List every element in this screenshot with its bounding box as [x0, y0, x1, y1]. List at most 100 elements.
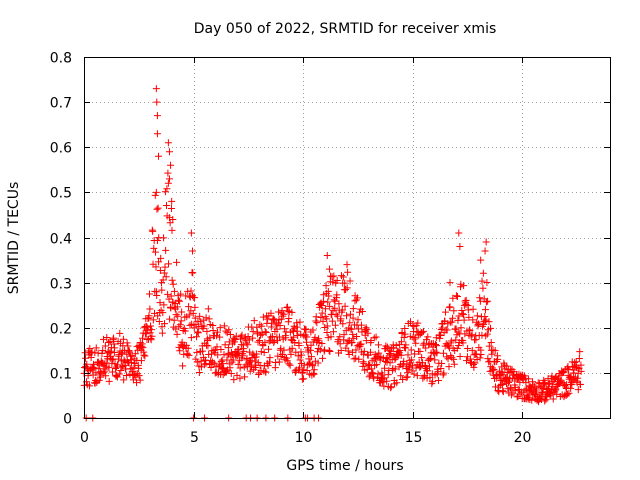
data-point: [213, 343, 221, 351]
data-point: [148, 326, 156, 334]
peak-point: [165, 148, 173, 156]
data-point: [90, 364, 98, 372]
data-point: [131, 360, 139, 368]
data-point: [168, 226, 176, 234]
data-point: [210, 359, 218, 367]
data-point: [425, 341, 433, 349]
data-point: [300, 332, 308, 340]
data-point: [576, 348, 584, 356]
data-point: [454, 316, 462, 324]
data-point: [420, 327, 428, 335]
data-point: [147, 322, 155, 330]
data-point: [204, 305, 212, 313]
data-point: [139, 334, 147, 342]
data-point: [331, 321, 339, 329]
data-point: [476, 297, 484, 305]
data-point: [276, 322, 284, 330]
data-point: [318, 340, 326, 348]
data-point: [286, 361, 294, 369]
data-point: [564, 363, 572, 371]
data-point: [522, 379, 530, 387]
data-point: [173, 303, 181, 311]
data-point: [105, 338, 113, 346]
data-point: [494, 355, 502, 363]
data-point: [94, 358, 102, 366]
data-point: [242, 339, 250, 347]
data-point: [453, 293, 461, 301]
data-point: [307, 353, 315, 361]
data-point: [348, 348, 356, 356]
data-point: [164, 169, 172, 177]
data-point: [232, 332, 240, 340]
x-axis-label: GPS time / hours: [286, 458, 403, 474]
data-point: [478, 331, 486, 339]
data-point: [285, 314, 293, 322]
data-point: [333, 291, 341, 299]
data-point: [181, 327, 189, 335]
data-point: [448, 354, 456, 362]
data-point: [567, 384, 575, 392]
data-point: [122, 372, 130, 380]
data-point: [202, 314, 210, 322]
data-point: [92, 344, 100, 352]
data-point: [280, 310, 288, 318]
data-point: [243, 354, 251, 362]
data-point: [187, 287, 195, 295]
data-point: [274, 337, 282, 345]
data-point: [432, 342, 440, 350]
data-point: [233, 371, 241, 379]
data-point: [404, 351, 412, 359]
data-point: [189, 309, 197, 317]
y-tick-label: 0: [63, 412, 72, 428]
data-point: [356, 308, 364, 316]
data-point: [356, 341, 364, 349]
data-point: [326, 348, 334, 356]
data-point: [491, 347, 499, 355]
data-point: [429, 378, 437, 386]
data-point: [288, 308, 296, 316]
data-point: [406, 318, 414, 326]
data-point: [391, 356, 399, 364]
data-point: [541, 397, 549, 405]
data-point: [455, 341, 463, 349]
data-point: [483, 278, 491, 286]
data-point: [459, 311, 467, 319]
data-point: [443, 353, 451, 361]
data-point: [464, 306, 472, 314]
data-point: [234, 360, 242, 368]
data-point: [370, 374, 378, 382]
data-point: [283, 357, 291, 365]
data-point: [312, 313, 320, 321]
data-point: [220, 322, 228, 330]
data-point: [205, 315, 213, 323]
data-point: [120, 376, 128, 384]
data-point: [464, 345, 472, 353]
data-point: [236, 364, 244, 372]
data-point: [432, 348, 440, 356]
data-point: [536, 394, 544, 402]
data-point: [404, 369, 412, 377]
data-point: [260, 349, 268, 357]
data-point: [226, 331, 234, 339]
data-point: [541, 379, 549, 387]
data-point: [528, 378, 536, 386]
data-point: [103, 334, 111, 342]
data-point: [374, 341, 382, 349]
data-point: [406, 332, 414, 340]
data-point: [223, 367, 231, 375]
data-point: [257, 348, 265, 356]
data-point: [225, 326, 233, 334]
data-point: [484, 297, 492, 305]
data-point: [445, 303, 453, 311]
data-point: [407, 346, 415, 354]
data-point: [416, 363, 424, 371]
data-point: [478, 277, 486, 285]
data-point: [297, 348, 305, 356]
grid: [84, 57, 610, 418]
data-point: [111, 365, 119, 373]
data-point: [294, 352, 302, 360]
data-point: [202, 360, 210, 368]
data-point: [229, 356, 237, 364]
data-point: [275, 308, 283, 316]
data-point: [418, 329, 426, 337]
